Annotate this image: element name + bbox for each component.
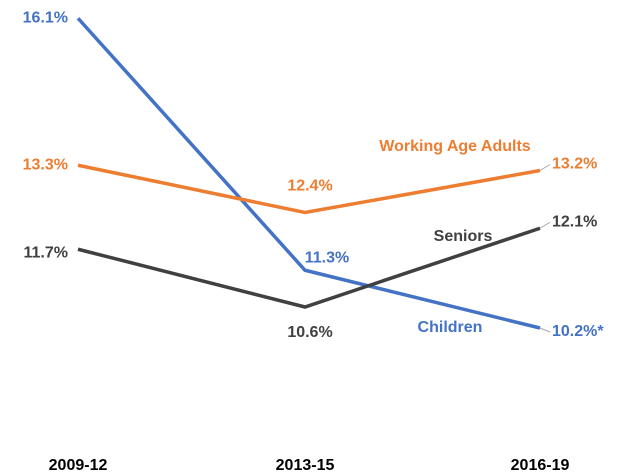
line <box>77 163 541 215</box>
series-label: Children <box>418 319 483 336</box>
x-tick-label: 2016-19 <box>511 457 570 474</box>
data-label: 11.7% <box>24 244 68 261</box>
line <box>76 17 541 330</box>
line <box>77 226 541 309</box>
data-label: 16.1% <box>23 9 68 26</box>
series-label: Working Age Adults <box>379 138 531 155</box>
data-label: 10.2%* <box>552 323 604 340</box>
leader-line <box>539 164 551 171</box>
x-tick-label: 2009-12 <box>49 457 108 474</box>
data-label: 10.6% <box>287 324 332 341</box>
x-tick-label: 2013-15 <box>276 457 335 474</box>
data-label: 11.3% <box>305 249 349 266</box>
data-label: 13.2% <box>552 156 597 173</box>
data-label: 12.1% <box>552 213 597 230</box>
data-label: 13.3% <box>23 156 68 173</box>
leader-line <box>539 327 551 333</box>
leader-line <box>539 221 551 229</box>
series-label: Seniors <box>434 228 493 245</box>
data-label: 12.4% <box>287 178 332 195</box>
